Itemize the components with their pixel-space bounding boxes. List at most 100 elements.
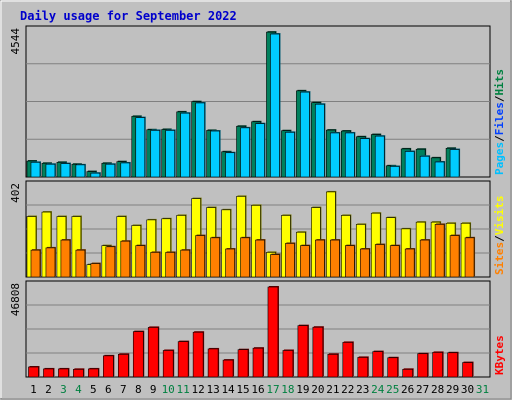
bar-sites-day-22 (345, 245, 355, 278)
bar-kbytes-day-15 (237, 349, 249, 378)
bar-sites-day-3 (60, 239, 71, 278)
y-max-label: 4544 (9, 28, 22, 55)
y-max-label: 402 (9, 183, 22, 203)
bar-pages-day-27 (419, 155, 430, 178)
bar-kbytes-day-20 (312, 326, 324, 378)
bar-kbytes-day-27 (417, 353, 428, 378)
bar-kbytes-day-8 (132, 331, 144, 378)
bar-sites-day-21 (330, 239, 340, 278)
bar-sites-day-12 (195, 235, 205, 278)
x-tick-day-8: 8 (135, 383, 142, 396)
bar-pages-day-15 (240, 127, 250, 178)
bar-sites-day-13 (210, 237, 220, 278)
bar-pages-day-4 (75, 164, 86, 178)
bar-kbytes-day-6 (103, 355, 114, 378)
x-tick-day-25: 25 (386, 383, 399, 396)
panel-kbytes: 46808 KBytes (9, 280, 506, 378)
bar-kbytes-day-10 (162, 350, 174, 378)
bar-sites-day-18 (285, 243, 295, 278)
bar-sites-day-6 (105, 246, 116, 278)
bar-pages-day-21 (330, 132, 340, 178)
legend-item: Visits (493, 196, 506, 236)
x-tick-day-28: 28 (431, 383, 444, 396)
legend-item: Hits (493, 69, 506, 96)
legend-kbytes: KBytes (493, 335, 506, 375)
bar-sites-day-29 (449, 235, 460, 278)
bar-sites-day-10 (165, 252, 175, 278)
bar-pages-day-5 (90, 172, 101, 178)
x-tick-day-29: 29 (446, 383, 459, 396)
bar-kbytes-day-28 (432, 352, 443, 378)
bar-kbytes-day-11 (177, 341, 189, 378)
legend-item: / (493, 135, 506, 142)
bar-sites-day-16 (255, 239, 265, 278)
legend-item: Sites (493, 242, 506, 275)
chart-panels: 4544Pages/Files/Hits402Sites/Visits46808… (9, 25, 506, 378)
bar-kbytes-day-23 (357, 357, 369, 378)
x-tick-day-24: 24 (371, 383, 385, 396)
x-tick-day-30: 30 (461, 383, 474, 396)
bar-sites-day-1 (30, 249, 41, 278)
bar-kbytes-day-24 (372, 351, 384, 378)
bar-kbytes-day-14 (222, 359, 234, 378)
bar-pages-day-18 (285, 132, 295, 178)
x-tick-day-17: 17 (266, 383, 279, 396)
x-tick-day-13: 13 (206, 383, 219, 396)
bar-pages-day-19 (300, 91, 310, 178)
bar-pages-day-28 (434, 161, 445, 178)
bar-sites-day-27 (419, 239, 430, 278)
x-tick-day-22: 22 (341, 383, 354, 396)
bar-pages-day-16 (255, 123, 265, 178)
x-tick-day-18: 18 (281, 383, 294, 396)
bar-pages-day-6 (105, 163, 116, 178)
bar-sites-day-28 (434, 224, 445, 278)
bar-pages-day-8 (135, 117, 146, 178)
bar-kbytes-day-7 (117, 354, 129, 378)
x-tick-day-3: 3 (60, 383, 67, 396)
x-tick-day-20: 20 (311, 383, 324, 396)
bar-kbytes-day-18 (282, 350, 294, 378)
x-tick-day-6: 6 (105, 383, 112, 396)
x-tick-day-21: 21 (326, 383, 339, 396)
bar-sites-day-9 (150, 252, 161, 278)
bar-sites-day-19 (300, 245, 310, 278)
bar-sites-day-5 (90, 263, 101, 278)
x-tick-day-4: 4 (75, 383, 82, 396)
x-tick-day-26: 26 (401, 383, 414, 396)
bar-kbytes-day-5 (88, 368, 99, 378)
bar-kbytes-day-4 (73, 369, 84, 378)
bar-pages-day-3 (60, 163, 71, 178)
bar-kbytes-day-21 (327, 354, 339, 378)
bar-kbytes-day-1 (28, 366, 39, 378)
bar-sites-day-20 (315, 239, 325, 278)
bar-pages-day-14 (225, 152, 235, 178)
x-tick-day-10: 10 (162, 383, 175, 396)
bar-pages-day-11 (180, 112, 190, 178)
legend-item: KBytes (493, 335, 506, 375)
bar-sites-day-17 (270, 254, 280, 278)
x-tick-day-27: 27 (416, 383, 429, 396)
x-tick-day-5: 5 (90, 383, 97, 396)
bar-kbytes-day-26 (402, 369, 413, 378)
bar-pages-day-24 (374, 135, 385, 178)
bar-sites-day-2 (45, 247, 56, 278)
bar-pages-day-26 (404, 151, 415, 178)
bar-pages-day-13 (210, 130, 220, 178)
bar-kbytes-day-12 (192, 331, 204, 378)
bar-pages-day-25 (389, 166, 400, 178)
bar-kbytes-day-19 (297, 325, 309, 378)
legend-item: / (493, 235, 506, 242)
legend-item: Pages (493, 142, 506, 175)
bar-kbytes-day-30 (462, 362, 473, 378)
x-tick-day-11: 11 (177, 383, 190, 396)
x-tick-day-15: 15 (236, 383, 249, 396)
legend-item: Files (493, 102, 506, 135)
bar-sites-day-15 (240, 237, 250, 278)
bar-pages-day-17 (270, 33, 280, 178)
x-tick-day-1: 1 (30, 383, 37, 396)
bar-sites-day-24 (374, 244, 385, 278)
bar-sites-day-8 (135, 245, 146, 278)
bar-pages-day-2 (45, 163, 56, 178)
bar-kbytes-day-16 (252, 347, 264, 378)
